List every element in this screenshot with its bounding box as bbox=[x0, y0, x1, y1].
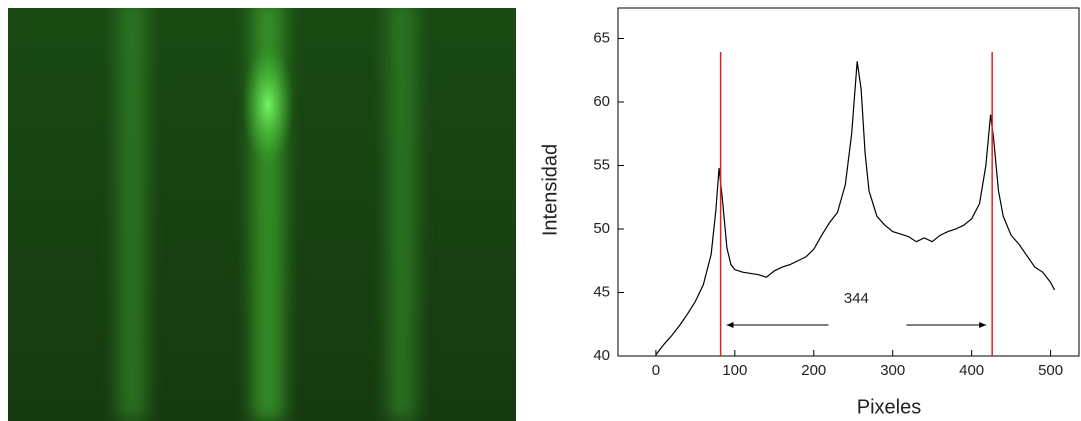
y-tick-label: 55 bbox=[593, 156, 610, 173]
x-tick-label: 500 bbox=[1038, 362, 1063, 379]
x-tick-label: 200 bbox=[801, 362, 826, 379]
y-tick-label: 60 bbox=[593, 93, 610, 110]
y-tick-label: 50 bbox=[593, 220, 610, 237]
x-axis-label: Pixeles bbox=[857, 396, 921, 418]
y-tick-label: 40 bbox=[593, 347, 610, 364]
annotation: 344 bbox=[844, 290, 869, 307]
x-tick-label: 100 bbox=[722, 362, 747, 379]
y-tick-label: 45 bbox=[593, 283, 610, 300]
x-tick-label: 0 bbox=[652, 362, 660, 379]
y-axis-label: Intensidad bbox=[539, 144, 561, 236]
plot-frame bbox=[617, 7, 1080, 357]
y-tick-label: 65 bbox=[593, 29, 610, 46]
x-tick-label: 300 bbox=[880, 362, 905, 379]
x-tick-label: 400 bbox=[959, 362, 984, 379]
photo bbox=[8, 8, 516, 421]
plot bbox=[617, 7, 1080, 357]
data-line bbox=[655, 61, 1056, 356]
